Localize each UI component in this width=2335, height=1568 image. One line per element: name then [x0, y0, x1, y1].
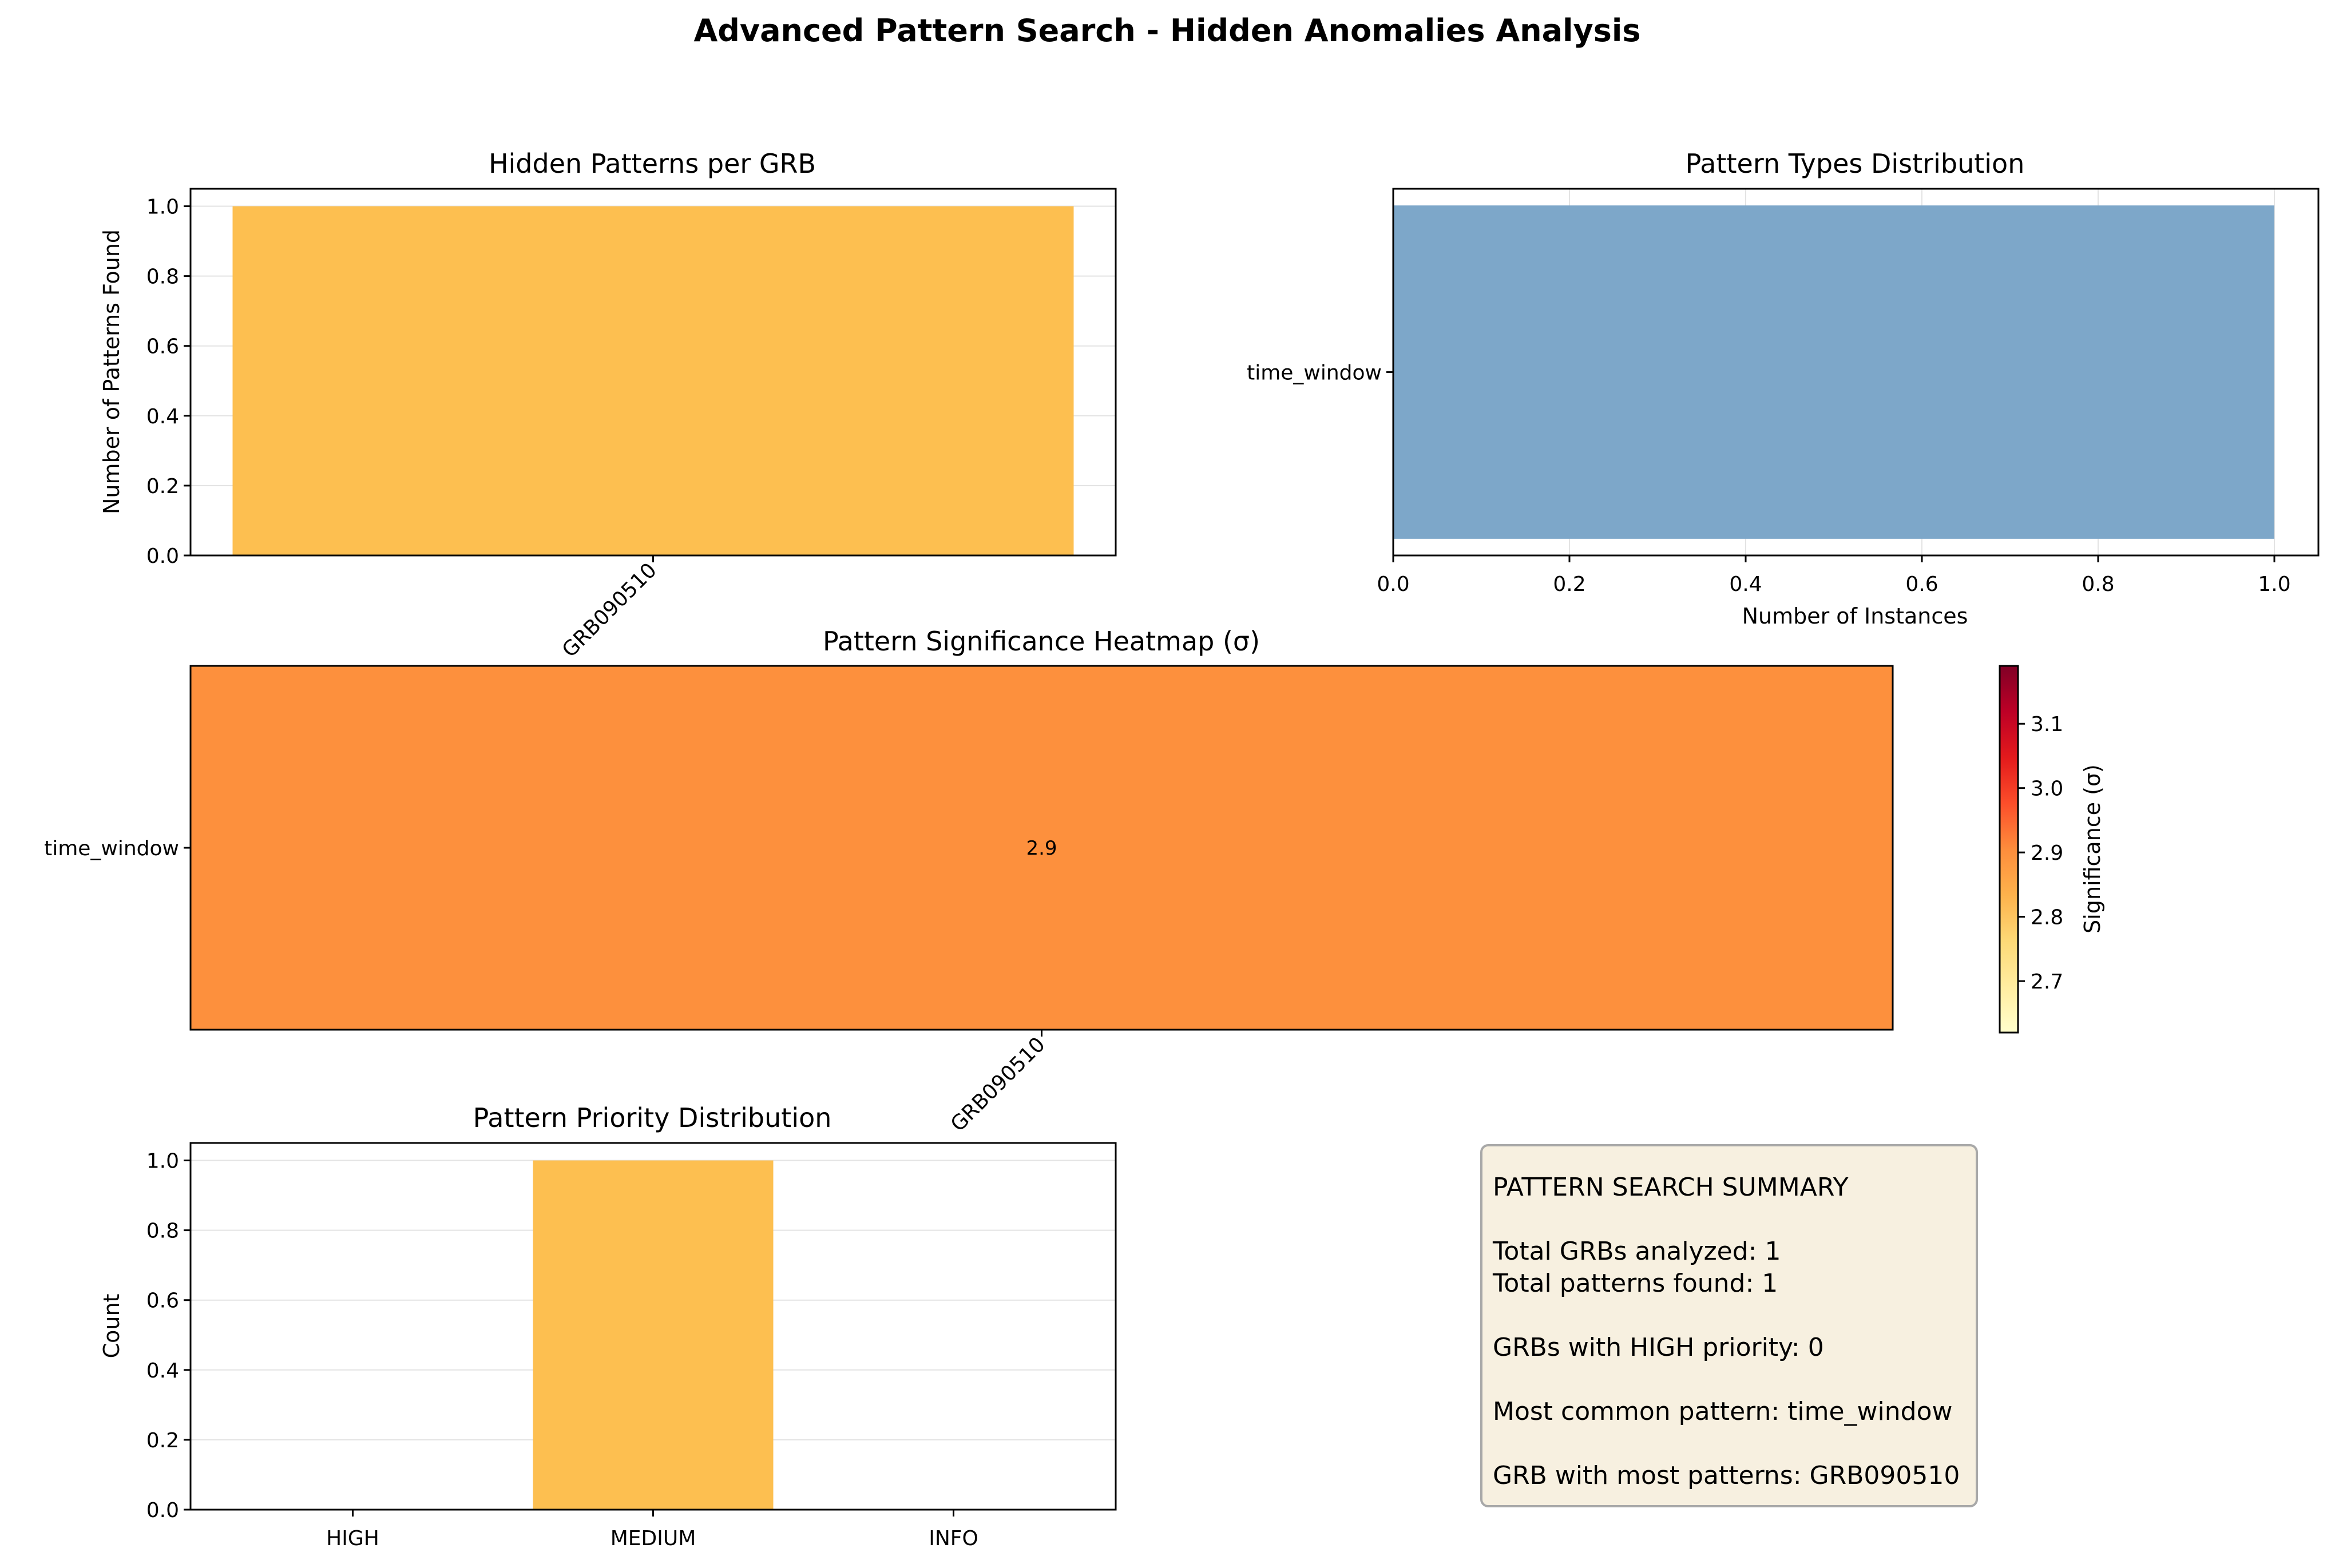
x-tick-label: GRB090510: [558, 558, 661, 662]
x-tick-label: HIGH: [326, 1527, 379, 1550]
colorbar-tick-label: 2.8: [2031, 906, 2063, 930]
bar-time_window: [1393, 205, 2274, 539]
chart-title: Pattern Significance Heatmap (σ): [823, 626, 1260, 657]
panel-priority-distribution: Pattern Priority Distribution 0.0 0.2 0.4 0…: [99, 1102, 1117, 1550]
x-tick-label: 0.6: [1905, 573, 1938, 596]
summary-total-patterns: Total patterns found: 1: [1493, 1269, 1778, 1298]
colorbar-tick-label: 2.9: [2031, 841, 2063, 865]
y-tick-label: 0.2: [146, 475, 179, 498]
y-tick-label: 0.8: [146, 265, 179, 289]
bar-medium: [533, 1160, 774, 1510]
y-axis-label: Number of Patterns Found: [99, 229, 124, 514]
y-tick-label: 0.8: [146, 1220, 179, 1243]
y-tick-label: 0.2: [146, 1429, 179, 1452]
panel-significance-heatmap: Pattern Significance Heatmap (σ) 2.9 tim…: [44, 626, 2105, 1136]
x-tick-label: 0.4: [1729, 573, 1762, 596]
summary-heading: PATTERN SEARCH SUMMARY: [1493, 1173, 1849, 1202]
summary-box: PATTERN SEARCH SUMMARY Total GRBs analyz…: [1480, 1144, 1978, 1507]
x-tick-label: 0.2: [1553, 573, 1585, 596]
y-tick-label: 0.6: [146, 335, 179, 359]
chart-title: Hidden Patterns per GRB: [489, 148, 816, 179]
summary-most-patterns: GRB with most patterns: GRB090510: [1493, 1461, 1960, 1490]
x-axis-label: Number of Instances: [1742, 604, 1968, 629]
x-tick-label: 1.0: [2258, 573, 2290, 596]
colorbar-label: Significance (σ): [2080, 764, 2105, 934]
y-tick-label: 0.4: [146, 405, 179, 428]
panel-patterns-per-grb: Hidden Patterns per GRB 0.0 0.2 0.4 0.6 0.8 1…: [99, 148, 1117, 662]
colorbar-tick-label: 3.1: [2031, 713, 2063, 736]
x-tick-label: 0.0: [1377, 573, 1409, 596]
colorbar-tick-label: 3.0: [2031, 777, 2063, 801]
x-tick-label: 0.8: [2082, 573, 2114, 596]
y-tick-label: time_window: [44, 837, 179, 860]
figure-title: Advanced Pattern Search - Hidden Anomali…: [693, 13, 1640, 49]
x-tick-label: MEDIUM: [610, 1527, 696, 1550]
y-tick-label: 0.6: [146, 1289, 179, 1313]
cell-label: 2.9: [1026, 837, 1057, 860]
summary-total-grbs: Total GRBs analyzed: 1: [1493, 1237, 1781, 1266]
colorbar: [1999, 665, 2019, 1034]
chart-title: Pattern Priority Distribution: [473, 1102, 832, 1133]
heatmap-cell: [191, 666, 1893, 1030]
y-tick-label: 0.0: [146, 545, 179, 568]
y-tick-label: time_window: [1247, 362, 1382, 385]
summary-most-common: Most common pattern: time_window: [1493, 1397, 1953, 1426]
x-tick-label: INFO: [929, 1527, 978, 1550]
chart-title: Pattern Types Distribution: [1686, 148, 2025, 179]
y-tick-label: 1.0: [146, 1150, 179, 1173]
y-tick-label: 1.0: [146, 196, 179, 219]
summary-high-priority: GRBs with HIGH priority: 0: [1493, 1333, 1824, 1362]
y-axis-label: Count: [99, 1294, 124, 1359]
colorbar-tick-label: 2.7: [2031, 970, 2063, 994]
y-tick-label: 0.0: [146, 1499, 179, 1522]
bar-grb090510: [232, 206, 1074, 555]
y-tick-label: 0.4: [146, 1359, 179, 1383]
panel-pattern-types: Pattern Types Distribution 0.0 0.2 0.4 0.6 0…: [1247, 148, 2320, 629]
x-tick-label: GRB090510: [946, 1033, 1050, 1136]
